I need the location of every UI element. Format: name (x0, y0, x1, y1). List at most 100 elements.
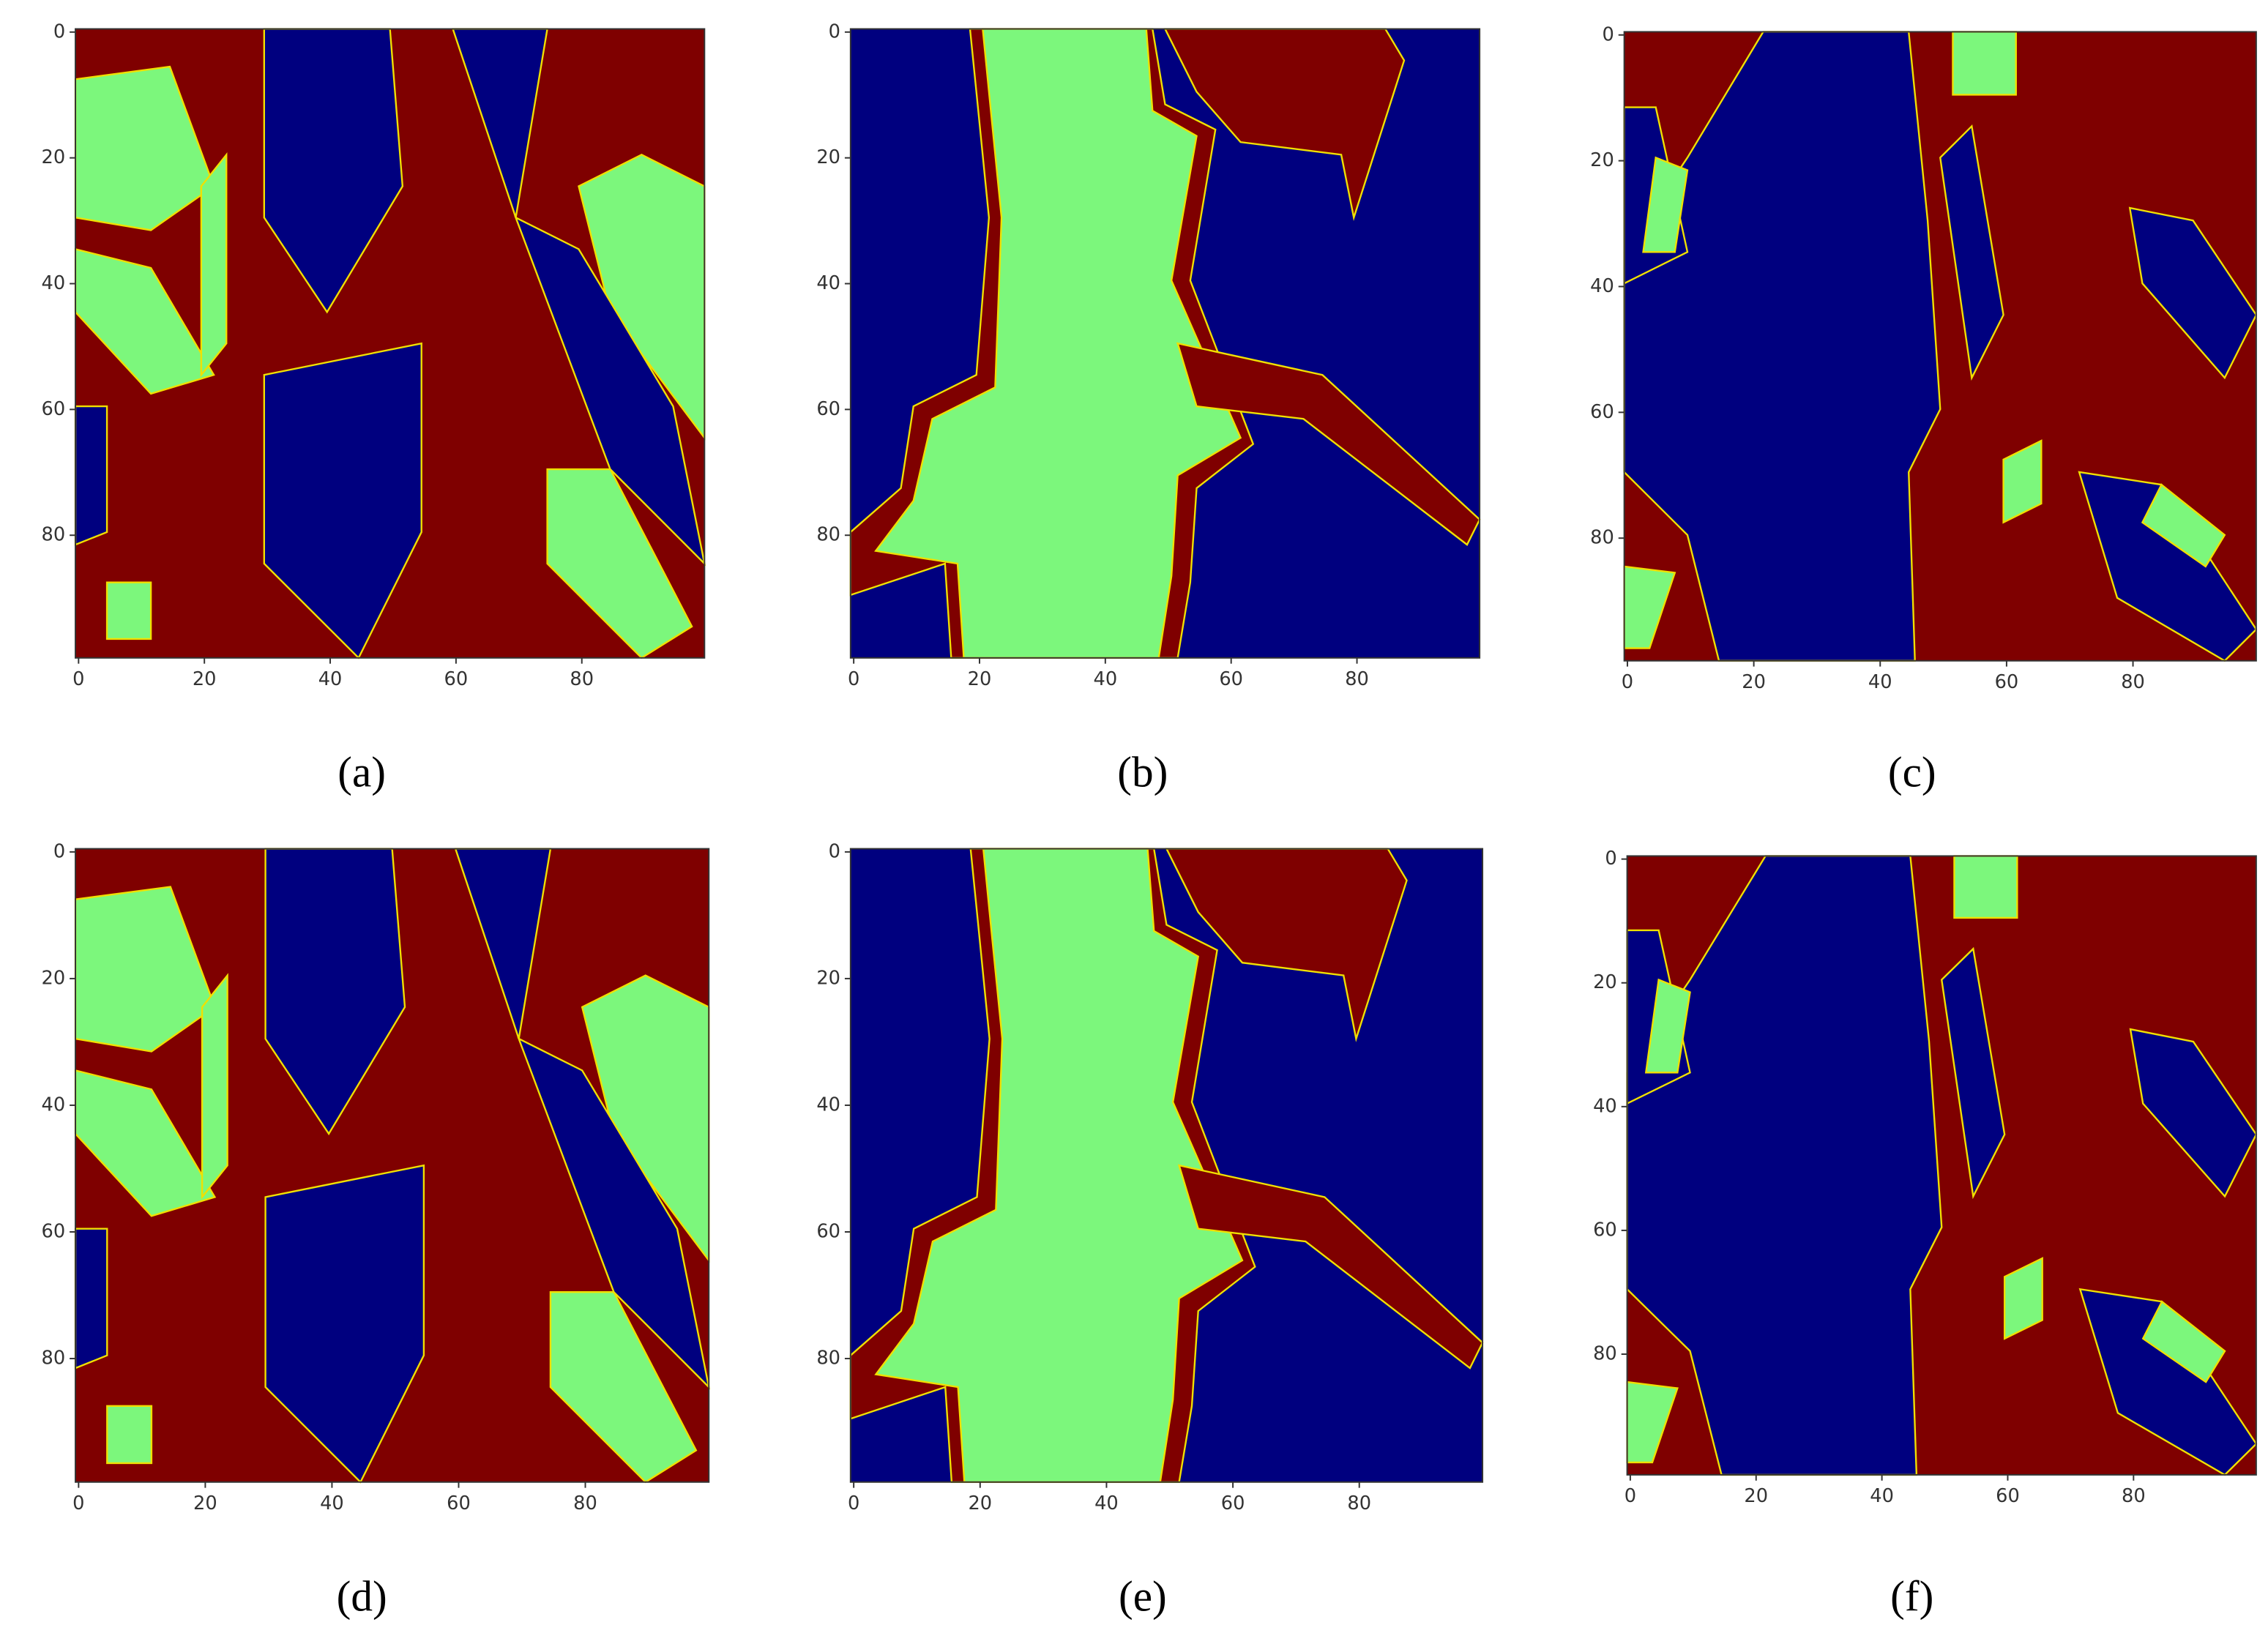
y-tick-label: 0 (829, 840, 840, 862)
x-tick-label: 40 (1868, 671, 1892, 693)
x-tick-label: 80 (1347, 1492, 1371, 1514)
axes-frame (1623, 31, 2257, 662)
x-tick-label: 0 (848, 1492, 859, 1514)
y-tick-label: 60 (816, 1220, 840, 1242)
y-tick-label: 20 (42, 967, 66, 989)
y-tick-label: 20 (816, 967, 840, 989)
y-tick-label: 20 (816, 146, 840, 168)
image-region (1163, 28, 1406, 222)
y-tick-label: 80 (1593, 1343, 1617, 1365)
image-region (74, 405, 108, 546)
image-region (2129, 1028, 2258, 1198)
image-region (106, 1405, 153, 1465)
panel-caption: (e) (1119, 1572, 1167, 1620)
image-region (263, 342, 422, 660)
x-tick-label: 80 (573, 1492, 597, 1514)
panel-caption: (c) (1888, 747, 1936, 796)
y-tick-label: 40 (1590, 275, 1614, 297)
x-tick-label: 20 (968, 668, 992, 690)
axes-frame (75, 28, 706, 659)
y-tick-label: 0 (53, 840, 65, 862)
image-region (546, 468, 693, 660)
image-region (2078, 1288, 2258, 1476)
x-tick-label: 60 (444, 668, 469, 690)
axes-frame (849, 848, 1484, 1483)
y-tick-label: 40 (1593, 1095, 1617, 1117)
y-tick-label: 60 (42, 1220, 66, 1242)
y-tick-label: 60 (1593, 1219, 1617, 1241)
image-region (264, 1164, 425, 1484)
y-tick-label: 60 (816, 398, 840, 420)
y-tick-label: 60 (42, 398, 66, 420)
panel-caption: (b) (1117, 747, 1168, 796)
panel: 0 20 40 60 80 0 20 40 60 80 (c) (1590, 23, 2258, 796)
y-tick-label: 40 (816, 272, 840, 294)
x-tick-label: 80 (1345, 668, 1369, 690)
panel: 0 20 40 60 80 0 20 40 60 80 (a) (42, 20, 706, 796)
y-tick-label: 0 (1605, 848, 1616, 870)
y-tick-label: 80 (1590, 527, 1614, 549)
image-region (105, 581, 152, 640)
panel: 0 20 40 60 80 0 20 40 60 80 (b) (816, 20, 1481, 796)
x-tick-label: 20 (1742, 671, 1766, 693)
x-tick-label: 40 (1870, 1485, 1894, 1507)
x-tick-label: 40 (1094, 1492, 1119, 1514)
x-tick-label: 80 (570, 668, 594, 690)
image-region (1952, 31, 2017, 96)
image-region (2128, 206, 2258, 380)
y-tick-label: 80 (816, 524, 840, 546)
x-tick-label: 80 (2121, 671, 2145, 693)
image-region (1939, 124, 2004, 381)
image-region (1953, 855, 2018, 919)
y-tick-label: 20 (1590, 149, 1614, 171)
y-tick-label: 40 (42, 272, 66, 294)
panel: 0 20 40 60 80 0 20 40 60 80 (e) (816, 840, 1484, 1620)
x-tick-label: 60 (1221, 1492, 1245, 1514)
y-tick-label: 40 (816, 1094, 840, 1116)
panel: 0 20 40 60 80 0 20 40 60 80 (f) (1593, 848, 2258, 1620)
y-tick-label: 20 (42, 146, 66, 168)
x-tick-label: 60 (447, 1492, 471, 1514)
y-tick-label: 40 (42, 1094, 66, 1116)
y-tick-label: 60 (1590, 401, 1614, 423)
x-tick-label: 60 (1995, 671, 2019, 693)
image-region (1177, 1164, 1484, 1370)
image-region (514, 215, 706, 567)
image-region (74, 1228, 108, 1370)
image-region (2002, 439, 2043, 524)
x-tick-label: 20 (193, 668, 217, 690)
x-tick-label: 0 (848, 668, 859, 690)
panel-caption: (f) (1890, 1572, 1933, 1620)
image-region (1644, 978, 1691, 1074)
panel: 0 20 40 60 80 0 20 40 60 80 (d) (42, 840, 711, 1620)
y-tick-label: 0 (53, 20, 65, 42)
image-region (2141, 483, 2226, 568)
panel-caption: (a) (337, 747, 386, 796)
x-tick-label: 20 (968, 1492, 992, 1514)
x-tick-label: 80 (2122, 1485, 2146, 1507)
y-tick-label: 80 (816, 1348, 840, 1370)
y-tick-label: 80 (42, 524, 66, 546)
axes-frame (849, 28, 1481, 659)
y-tick-label: 0 (829, 20, 840, 42)
image-region (549, 1291, 698, 1484)
x-tick-label: 40 (1094, 668, 1118, 690)
image-region (517, 1036, 711, 1390)
image-region (200, 152, 228, 378)
image-region (2003, 1257, 2043, 1340)
x-tick-label: 0 (1622, 671, 1633, 693)
y-tick-label: 20 (1593, 971, 1617, 993)
image-region (1176, 342, 1481, 546)
x-tick-label: 20 (193, 1492, 217, 1514)
image-region (2078, 471, 2258, 662)
x-tick-label: 0 (1624, 1485, 1636, 1507)
image-region (1642, 156, 1689, 253)
y-tick-label: 0 (1602, 23, 1614, 45)
y-tick-label: 80 (42, 1348, 66, 1370)
x-tick-label: 40 (318, 668, 343, 690)
x-tick-label: 0 (72, 1492, 84, 1514)
x-tick-label: 0 (72, 668, 84, 690)
axes-frame (1626, 855, 2257, 1476)
